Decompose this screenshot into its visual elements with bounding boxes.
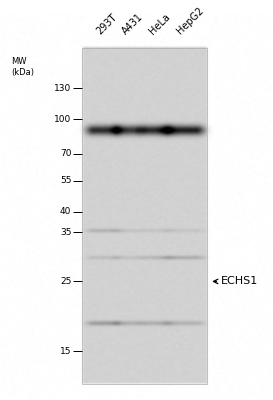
Text: 100: 100: [54, 115, 71, 124]
Text: 35: 35: [60, 228, 71, 237]
Text: 293T: 293T: [95, 12, 119, 36]
Text: HeLa: HeLa: [147, 12, 172, 36]
Text: 25: 25: [60, 277, 71, 286]
Text: 130: 130: [54, 84, 71, 93]
Text: 40: 40: [60, 207, 71, 216]
Text: 70: 70: [60, 150, 71, 158]
Text: HepG2: HepG2: [175, 5, 206, 36]
Text: A431: A431: [120, 11, 145, 36]
Text: MW
(kDa): MW (kDa): [11, 57, 35, 77]
Text: ECHS1: ECHS1: [221, 276, 258, 286]
Text: 15: 15: [60, 346, 71, 356]
Bar: [82, 48, 207, 384]
Text: 55: 55: [60, 176, 71, 186]
